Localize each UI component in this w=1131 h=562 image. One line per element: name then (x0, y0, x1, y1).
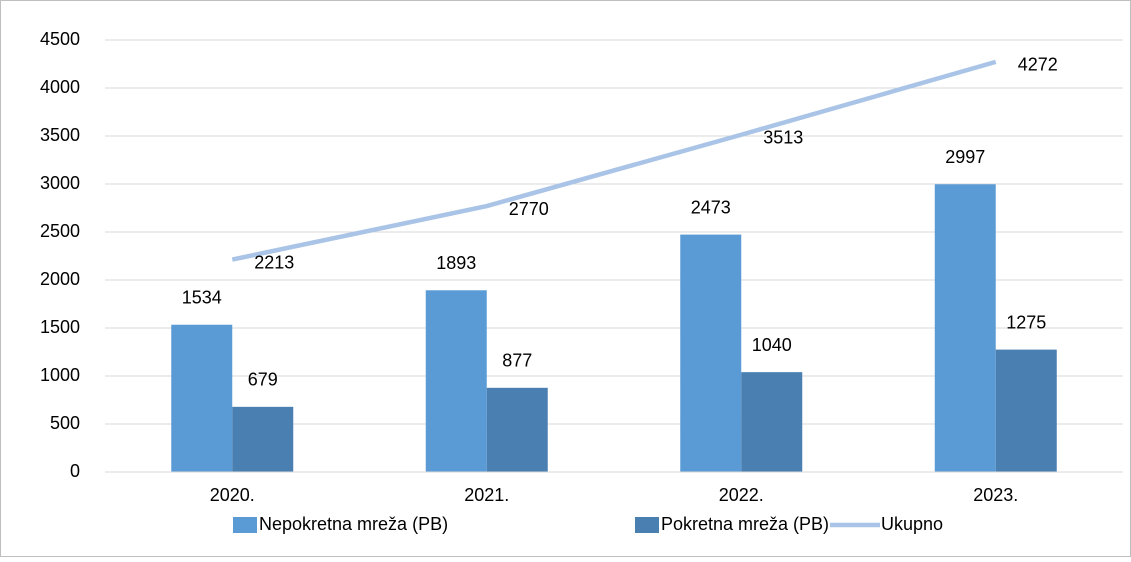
value-label: 2213 (254, 252, 294, 272)
bar (934, 184, 996, 472)
legend-swatch (233, 517, 257, 533)
value-label: 2473 (691, 197, 731, 217)
y-tick-label: 0 (70, 461, 80, 481)
y-tick-label: 1000 (40, 365, 80, 385)
y-tick-label: 500 (50, 413, 80, 433)
x-tick-label: 2022. (719, 485, 764, 505)
legend-label: Nepokretna mreža (PB) (259, 514, 448, 534)
legend-label: Pokretna mreža (PB) (661, 514, 829, 534)
value-label: 3513 (763, 128, 803, 148)
value-label: 1040 (752, 335, 792, 355)
value-label: 2770 (509, 199, 549, 219)
bar (232, 406, 294, 472)
value-label: 877 (502, 351, 532, 371)
y-tick-label: 3500 (40, 125, 80, 145)
y-tick-label: 2500 (40, 221, 80, 241)
value-label: 1275 (1006, 312, 1046, 332)
y-tick-label: 3000 (40, 173, 80, 193)
bar (680, 234, 742, 472)
bar (425, 290, 487, 472)
y-tick-label: 4500 (40, 29, 80, 49)
x-tick-label: 2021. (464, 485, 509, 505)
legend-swatch (635, 517, 659, 533)
legend-label: Ukupno (881, 514, 943, 534)
value-label: 2997 (945, 147, 985, 167)
value-label: 1534 (182, 287, 222, 307)
y-tick-label: 1500 (40, 317, 80, 337)
y-tick-label: 2000 (40, 269, 80, 289)
value-label: 4272 (1018, 55, 1058, 75)
x-tick-label: 2020. (210, 485, 255, 505)
bar (486, 387, 548, 472)
x-tick-label: 2023. (973, 485, 1018, 505)
bar (995, 349, 1057, 472)
bar (741, 372, 803, 472)
value-label: 1893 (436, 253, 476, 273)
bar (171, 324, 233, 472)
line (231, 59, 997, 262)
value-label: 679 (248, 370, 278, 390)
y-tick-label: 4000 (40, 77, 80, 97)
